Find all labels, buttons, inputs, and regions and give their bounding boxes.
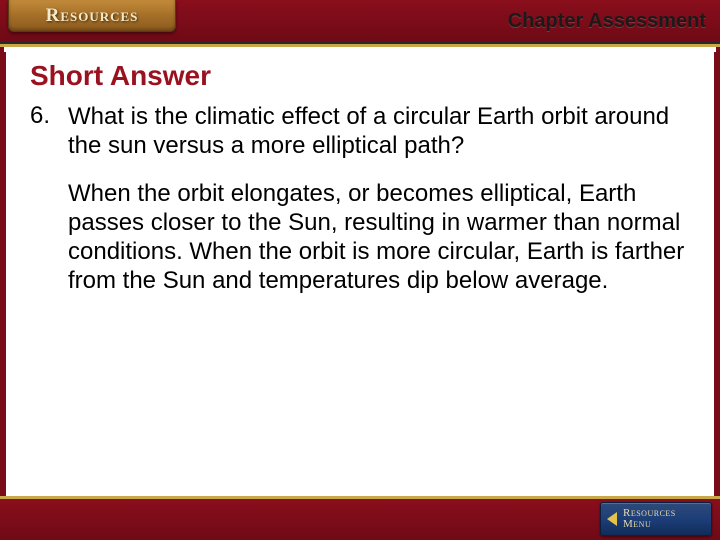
header-bar: Resources Chapter Assessment bbox=[0, 0, 720, 44]
answer-text: When the orbit elongates, or becomes ell… bbox=[68, 179, 690, 296]
question-text: What is the climatic effect of a circula… bbox=[68, 102, 690, 161]
section-title: Short Answer bbox=[30, 60, 690, 92]
footer-bar: Resources Menu bbox=[0, 496, 720, 540]
right-border bbox=[716, 47, 720, 496]
question-row: 6. What is the climatic effect of a circ… bbox=[30, 102, 690, 161]
menu-line2: Menu bbox=[623, 519, 676, 530]
resources-menu-button[interactable]: Resources Menu bbox=[600, 502, 712, 536]
menu-button-label: Resources Menu bbox=[623, 508, 676, 530]
question-number: 6. bbox=[30, 102, 58, 161]
header-divider bbox=[0, 44, 720, 47]
chapter-title: Chapter Assessment bbox=[508, 10, 706, 33]
resources-tab-button[interactable]: Resources bbox=[8, 0, 176, 32]
content-area: Short Answer 6. What is the climatic eff… bbox=[4, 52, 716, 496]
back-arrow-icon bbox=[607, 512, 617, 526]
resources-tab-label: Resources bbox=[46, 5, 139, 27]
slide-container: Resources Chapter Assessment Short Answe… bbox=[0, 0, 720, 540]
